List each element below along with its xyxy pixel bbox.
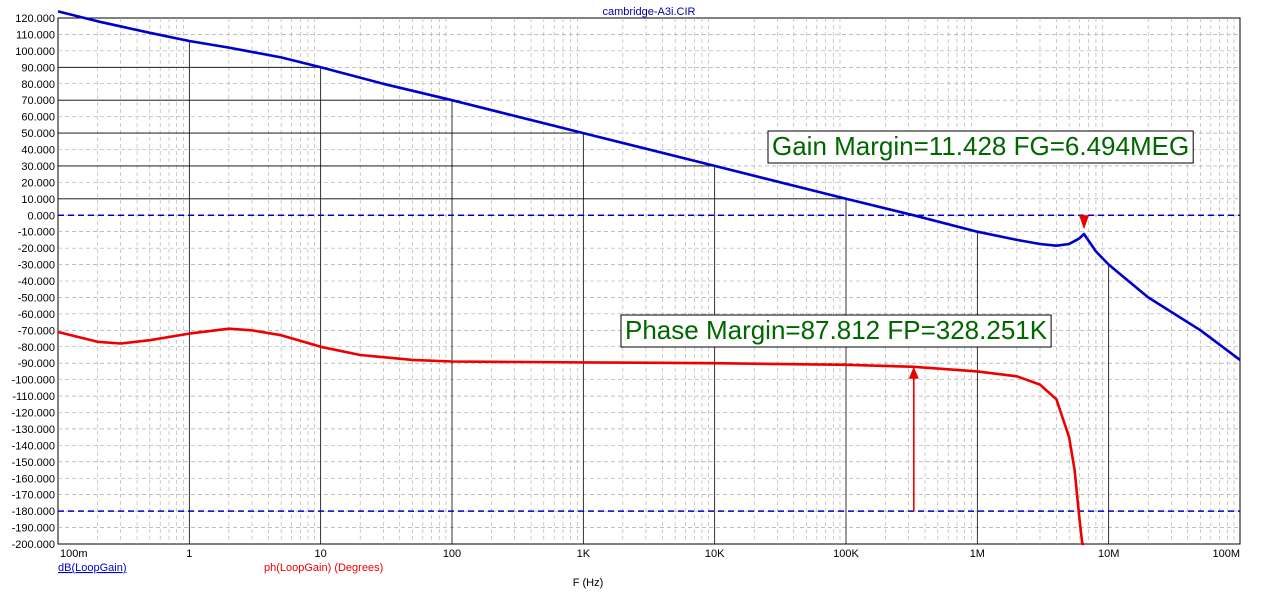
- y-tick-label: -180.000: [12, 506, 55, 518]
- x-tick-label: 1: [186, 548, 192, 560]
- x-axis-label: F (Hz): [573, 577, 604, 589]
- y-tick-label: -120.000: [12, 408, 55, 420]
- y-tick-label: -130.000: [12, 424, 55, 436]
- y-tick-label: -80.000: [18, 342, 55, 354]
- legend-phase[interactable]: ph(LoopGain) (Degrees): [264, 562, 383, 574]
- y-tick-label: -70.000: [18, 325, 55, 337]
- x-tick-label: 100K: [833, 548, 859, 560]
- y-tick-label: -10.000: [18, 227, 55, 239]
- y-tick-label: 0.000: [27, 210, 55, 222]
- gain-series-line: [57, 10, 1241, 361]
- y-tick-label: 110.000: [16, 29, 55, 41]
- y-tick-label: -110.000: [12, 391, 55, 403]
- y-tick-label: 70.000: [21, 95, 55, 107]
- y-tick-label: 10.000: [21, 194, 55, 206]
- y-tick-label: 80.000: [21, 79, 55, 91]
- y-tick-label: 90.000: [21, 62, 55, 74]
- y-tick-label: 40.000: [21, 145, 55, 157]
- phase-margin-box: [620, 314, 1052, 348]
- y-tick-label: -160.000: [12, 473, 55, 485]
- x-tick-label: 100M: [1212, 548, 1240, 560]
- y-tick-label: -200.000: [12, 539, 55, 551]
- x-tick-label: 1K: [577, 548, 591, 560]
- x-axis-ticks: 100m 1 10 100 1K 10K 100K 1M 10M 100M: [60, 548, 1240, 560]
- phase-margin-arrow-head: [908, 366, 919, 379]
- y-axis-ticks: 120.000 110.000 100.000 90.000 80.000 70.000 6…: [12, 13, 55, 551]
- y-tick-label: 60.000: [21, 112, 55, 124]
- reference-lines: [58, 214, 1240, 512]
- y-tick-label: 20.000: [21, 177, 55, 189]
- y-tick-label: -40.000: [18, 276, 55, 288]
- y-tick-label: -140.000: [12, 440, 55, 452]
- y-tick-label: 50.000: [21, 128, 55, 140]
- y-tick-label: -60.000: [18, 309, 55, 321]
- y-tick-label: -150.000: [12, 457, 55, 469]
- phase-margin-label: Phase Margin=87.812 FP=328.251K: [625, 315, 1048, 345]
- y-tick-label: -90.000: [18, 358, 55, 370]
- y-tick-label: 30.000: [21, 161, 55, 173]
- x-tick-label: 1M: [970, 548, 985, 560]
- y-tick-label: -30.000: [18, 260, 55, 272]
- y-tick-label: -100.000: [12, 375, 55, 387]
- x-tick-label: 100: [443, 548, 461, 560]
- y-tick-label: -50.000: [18, 292, 55, 304]
- y-tick-label: 100.000: [15, 46, 55, 58]
- phase-series-line: [57, 327, 1084, 546]
- x-tick-label: 10K: [705, 548, 725, 560]
- x-tick-label: 100m: [60, 548, 88, 560]
- y-tick-label: -190.000: [12, 523, 55, 535]
- legend-gain[interactable]: dB(LoopGain): [58, 562, 127, 574]
- series-layer: [57, 10, 1241, 546]
- annotation-layer: Gain Margin=11.428 FG=6.494MEG Phase Marg…: [620, 130, 1194, 512]
- y-tick-label: -170.000: [12, 490, 55, 502]
- y-tick-label: 120.000: [15, 13, 55, 25]
- chart-title: cambridge-A3i.CIR: [603, 6, 696, 18]
- x-tick-label: 10: [315, 548, 327, 560]
- y-tick-label: -20.000: [18, 243, 55, 255]
- gain-margin-label: Gain Margin=11.428 FG=6.494MEG: [772, 131, 1189, 161]
- x-tick-label: 10M: [1098, 548, 1119, 560]
- gain-margin-box: [767, 130, 1194, 164]
- gain-margin-arrow-head: [1079, 215, 1090, 230]
